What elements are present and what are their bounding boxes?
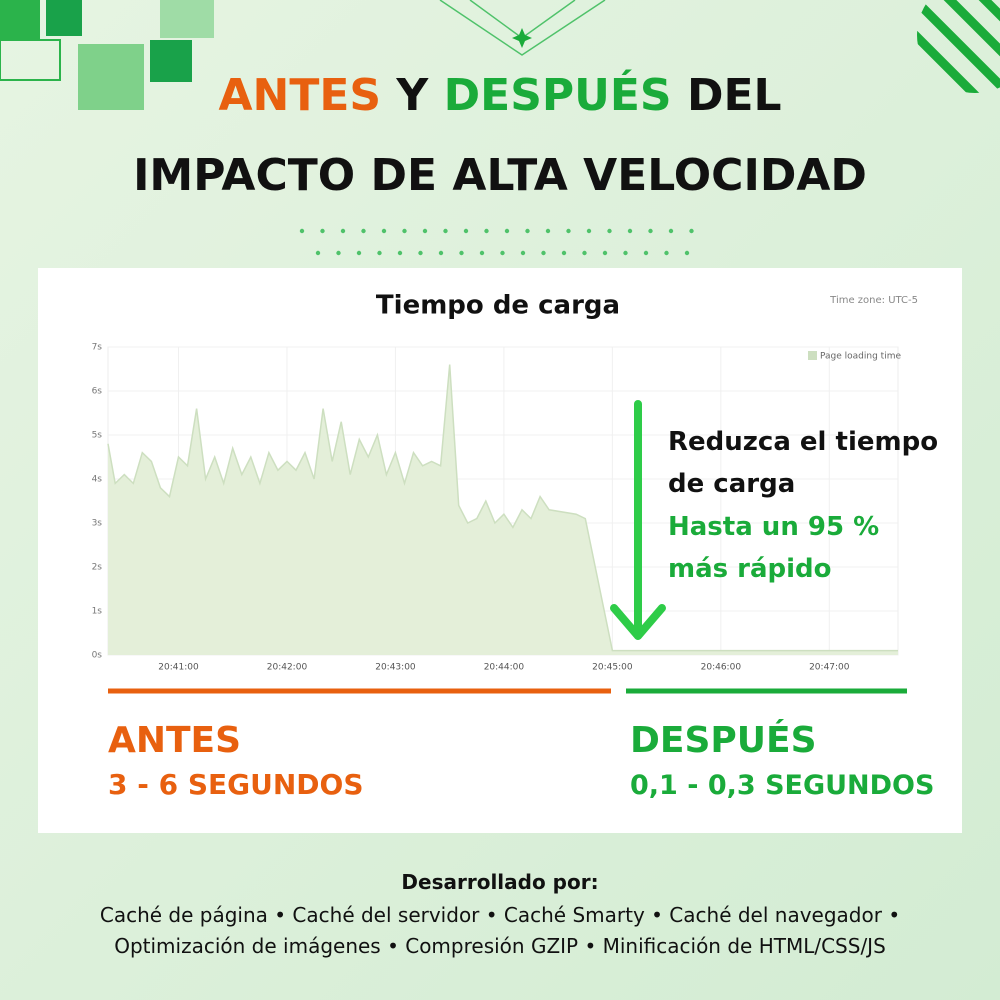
headline-word: DEL — [687, 70, 782, 121]
legend-swatch — [808, 351, 817, 360]
dot — [561, 250, 567, 256]
dot — [315, 250, 321, 256]
headline-word: Y — [395, 70, 429, 121]
dot — [356, 250, 362, 256]
area — [108, 364, 898, 655]
dot — [397, 250, 403, 256]
dot — [418, 250, 423, 256]
arrow-head — [610, 604, 666, 640]
y-tick-label: 5s — [92, 431, 103, 441]
y-tick-label: 0s — [92, 651, 103, 661]
dot — [602, 250, 608, 256]
after-value: 0,1 - 0,3 SEGUNDOS — [630, 770, 934, 801]
y-tick-label: 2s — [92, 563, 103, 573]
dot — [545, 228, 551, 234]
x-tick-label: 20:44:00 — [484, 663, 525, 673]
dot — [336, 250, 341, 256]
dots — [299, 228, 694, 256]
y-tick-label: 4s — [92, 475, 103, 485]
headline-word: ANTES — [218, 70, 381, 121]
annotation-highlight: más rápido — [668, 554, 832, 584]
dot — [484, 228, 489, 234]
headline: IMPACTO DE ALTA VELOCIDAD — [133, 150, 867, 201]
dot — [648, 228, 653, 234]
dot — [381, 228, 387, 234]
dot — [520, 250, 526, 256]
dot — [463, 228, 469, 234]
dot — [402, 228, 407, 234]
dot — [459, 250, 464, 256]
dot — [541, 250, 546, 256]
timezone: Time zone: UTC-5 — [829, 295, 918, 306]
dot — [504, 228, 510, 234]
dot — [607, 228, 612, 234]
headline: ANTES Y DESPUÉS DEL — [218, 68, 781, 121]
dot — [500, 250, 505, 256]
annotation: Reduzca el tiempo — [668, 427, 938, 457]
y-tick-label: 3s — [92, 519, 103, 529]
x-tick-label: 20:46:00 — [701, 663, 742, 673]
dot — [479, 250, 485, 256]
legend-label: Page loading time — [820, 352, 901, 362]
dot — [361, 228, 366, 234]
line — [107, 364, 898, 652]
dot — [377, 250, 382, 256]
x-tick-label: 20:42:00 — [267, 663, 308, 673]
chart-title: Tiempo de carga — [376, 291, 620, 321]
decoration — [0, 0, 1000, 110]
x-tick-label: 20:43:00 — [375, 663, 416, 673]
annotation: de carga — [668, 469, 795, 499]
dot — [566, 228, 571, 234]
dot — [525, 228, 530, 234]
dot — [689, 228, 694, 234]
dot — [340, 228, 346, 234]
footer-line: Caché de página • Caché del servidor • C… — [100, 903, 900, 927]
dot — [627, 228, 633, 234]
x-tick-label: 20:45:00 — [592, 663, 633, 673]
dot — [623, 250, 628, 256]
annotation-highlight: Hasta un 95 % — [668, 512, 879, 542]
before-value: 3 - 6 SEGUNDOS — [108, 768, 364, 801]
x-tick-label: 20:41:00 — [158, 663, 199, 673]
dot — [664, 250, 669, 256]
dot — [582, 250, 587, 256]
dot — [320, 228, 325, 234]
before-label: ANTES — [108, 720, 241, 761]
dot — [586, 228, 592, 234]
after-label: DESPUÉS — [630, 719, 817, 761]
dot — [422, 228, 428, 234]
dot — [443, 228, 448, 234]
dot — [668, 228, 674, 234]
y-tick-label: 1s — [92, 607, 103, 617]
footer-line: Optimización de imágenes • Compresión GZ… — [114, 934, 886, 958]
headline-word: DESPUÉS — [444, 68, 672, 121]
y-tick-label: 6s — [92, 387, 103, 397]
dot — [643, 250, 649, 256]
dot — [299, 228, 305, 234]
x-tick-label: 20:47:00 — [809, 663, 850, 673]
dot — [684, 250, 690, 256]
dot — [438, 250, 444, 256]
y-tick-label: 7s — [92, 343, 103, 353]
footer-heading: Desarrollado por: — [401, 870, 598, 894]
chart: 0s 1s 2s 3s 4s 5s 6s 7s 20:41:00 20:42:00 20:43:00… — [92, 343, 938, 673]
